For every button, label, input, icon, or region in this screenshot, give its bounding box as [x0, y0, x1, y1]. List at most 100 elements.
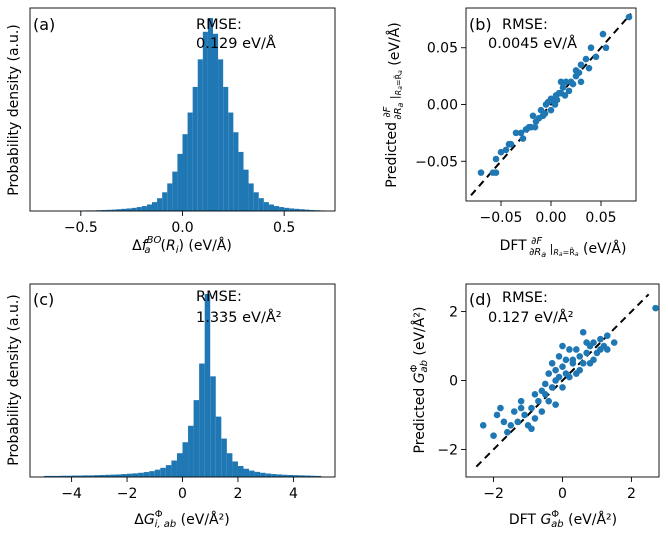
panel-d-point: [604, 332, 611, 339]
panel-c-x-tick-label: −4: [61, 486, 82, 502]
panel-b-point: [557, 78, 565, 86]
panel-d-point: [552, 377, 559, 384]
panel-a-bar: [309, 210, 315, 211]
panel-c-x-tick-label: −2: [117, 486, 138, 502]
panel-c-bar: [188, 425, 194, 477]
panel-c-bar: [121, 474, 128, 477]
panel-b-point: [477, 169, 485, 176]
panel-a-x-tick-label: 0.5: [273, 220, 295, 236]
panel-b-y-axis-label: Predicted ∂F∂Ra |Ra=R̃a (eV/Å): [382, 22, 405, 187]
panel-a-x-tick-label: −0.5: [64, 220, 98, 236]
panel-b-point: [559, 84, 567, 91]
panel-d-point: [597, 346, 604, 353]
panel-c-bar: [160, 467, 166, 477]
panel-c-bar: [215, 416, 222, 477]
panel-b-point: [602, 44, 610, 52]
panel-a-bar: [136, 207, 142, 211]
panel-a-bar: [182, 134, 188, 211]
panel-a-bar: [304, 209, 310, 211]
panel-c-bar: [54, 475, 61, 477]
panel-c-bar: [149, 471, 155, 477]
panel-b-rmse-label: RMSE:: [502, 17, 548, 33]
panel-c-bar: [304, 475, 311, 477]
panel-c-bar: [82, 475, 89, 477]
panel-c-bar: [276, 474, 283, 477]
panel-c-bar: [282, 474, 288, 477]
panel-a-bar: [228, 112, 234, 211]
panel-b-point: [505, 140, 513, 148]
panel-a-bar: [207, 18, 213, 211]
panel-b-point: [492, 155, 500, 163]
panel-a-rmse-value: 0.129 eV/Å: [196, 35, 276, 52]
panel-c-histogram-bars: [43, 294, 322, 477]
panel-d-rmse-value: 0.127 eV/Å²: [488, 309, 574, 326]
panel-c-bar: [165, 465, 172, 477]
panel-b-point: [519, 135, 527, 142]
panel-d-point: [528, 404, 535, 412]
panel-c-bar: [249, 470, 255, 477]
panel-a-x-ticks: −0.5 0.0 0.5: [64, 211, 295, 236]
panel-d-rmse-label: RMSE:: [502, 290, 548, 306]
panel-d-point: [576, 366, 584, 374]
panel-d-identity-line: [475, 293, 650, 468]
panel-c-bar: [176, 453, 183, 477]
panel-c-bar: [298, 475, 305, 477]
panel-a-bar: [116, 209, 122, 211]
panel-a-bar: [111, 209, 117, 211]
panel-b-point: [599, 30, 607, 38]
panel-b-point: [517, 129, 525, 137]
panel-a-bar: [233, 132, 239, 211]
panel-b-label: (b): [469, 15, 492, 34]
panel-d-point: [493, 411, 501, 419]
panel-a-y-axis-label: Probability density (a.u.): [6, 24, 22, 196]
panel-c: −4 −2 0 2 4 (c) RMSE: 1.335 eV/Å² ΔGΦ i, ab (…: [6, 283, 336, 530]
panel-d-point: [566, 373, 573, 381]
panel-a-histogram-bars: [80, 18, 325, 212]
panel-c-x-axis-label: ΔGΦ i, ab (eV/Å²): [134, 509, 229, 530]
panel-d-point: [517, 404, 525, 412]
panel-c-bar: [143, 472, 150, 477]
panel-d-point: [562, 356, 570, 364]
panel-b-point: [569, 80, 577, 88]
panel-a-bar: [197, 59, 203, 211]
panel-a-bar: [152, 202, 158, 211]
panel-d-point: [583, 349, 590, 357]
panel-c-bar: [99, 474, 105, 477]
panel-d-point: [490, 432, 497, 439]
panel-c-bar: [315, 475, 322, 477]
panel-b-y-tick-label: 0.05: [427, 41, 458, 57]
panel-a-bar: [126, 208, 132, 211]
panel-a-x-axis-label: ΔfBO a (Ri) (eV/Å): [132, 235, 232, 256]
panel-d-point: [555, 353, 563, 360]
panel-c-bar: [310, 475, 316, 477]
panel-a-bar: [289, 208, 295, 211]
panel-d-point: [548, 359, 556, 367]
panel-d-point: [531, 390, 539, 398]
panel-a-bar: [162, 192, 168, 211]
panel-c-bar: [60, 475, 67, 477]
panel-c-bar: [221, 438, 227, 477]
panel-a: −0.5 0.0 0.5 (a) RMSE: 0.129 eV/Å ΔfBO a (Ri…: [6, 7, 336, 256]
panel-c-bar: [287, 474, 294, 477]
panel-b-point: [575, 69, 583, 77]
panel-d-point: [652, 304, 659, 312]
panel-c-bar: [210, 376, 216, 477]
panel-d-point: [535, 397, 542, 405]
panel-b-rmse-value: 0.0045 eV/Å: [488, 35, 577, 52]
panel-b-point: [625, 13, 633, 21]
panel-c-x-ticks: −4 −2 0 2 4: [61, 477, 298, 502]
panel-a-bar: [218, 59, 224, 211]
panel-d-ticks: −2 0 2 −2 0 2: [437, 305, 636, 502]
panel-a-label: (a): [33, 15, 55, 34]
panel-a-bar: [131, 207, 137, 211]
panel-d-x-tick-label: −2: [483, 486, 504, 502]
panel-c-bar: [254, 471, 261, 477]
panel-b-point: [492, 169, 500, 176]
panel-b-point: [562, 78, 570, 86]
panel-b-point: [535, 114, 543, 122]
panel-c-bar: [110, 474, 116, 477]
panel-d-point: [541, 380, 549, 388]
panel-b-x-tick-label: 0.00: [535, 210, 566, 226]
panel-d-point: [569, 356, 577, 364]
